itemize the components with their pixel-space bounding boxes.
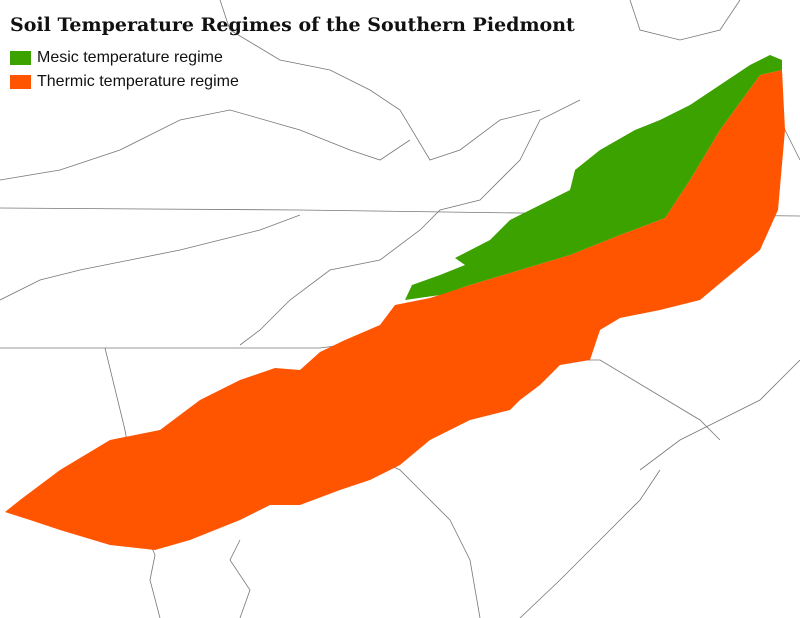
legend-item-mesic: Mesic temperature regime	[10, 49, 223, 67]
mesic-region	[405, 55, 782, 300]
legend-item-thermic: Thermic temperature regime	[10, 73, 239, 91]
map-title: Soil Temperature Regimes of the Southern…	[10, 14, 575, 36]
thermic-region	[5, 70, 785, 550]
legend-swatch-mesic	[10, 51, 31, 65]
legend-label-mesic: Mesic temperature regime	[37, 49, 223, 66]
legend-swatch-thermic	[10, 75, 31, 89]
legend-label-thermic: Thermic temperature regime	[37, 73, 239, 90]
